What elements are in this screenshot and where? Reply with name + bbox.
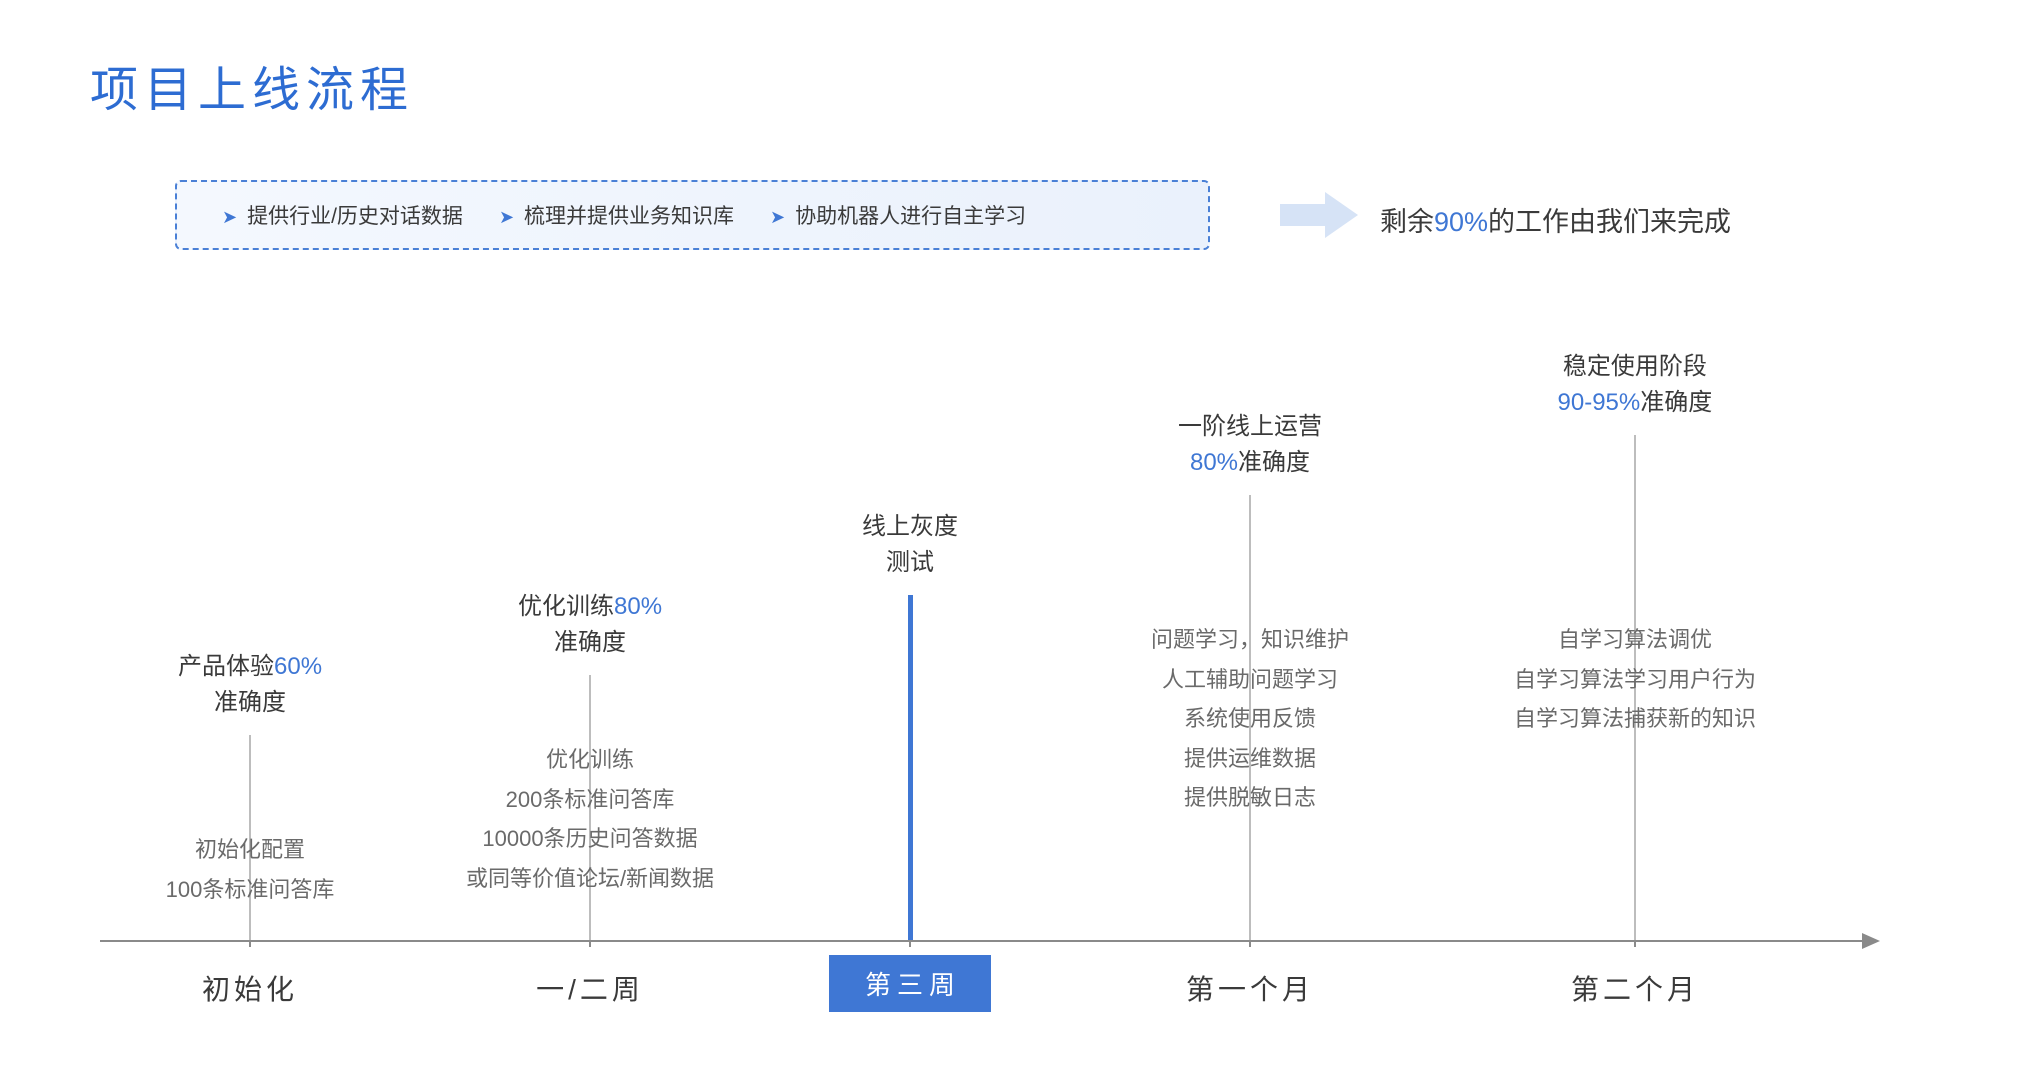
axis-label-active: 第三周 <box>829 955 991 1012</box>
phase-card: 优化训练80%准确度 <box>496 575 684 675</box>
input-banner: ➤提供行业/历史对话数据 ➤梳理并提供业务知识库 ➤协助机器人进行自主学习 <box>175 180 1210 250</box>
axis-arrow-icon <box>1862 933 1880 949</box>
connector-line <box>908 595 913 940</box>
phase-description: 初始化配置100条标准问答库 <box>166 830 335 909</box>
phase-card: 线上灰度测试 <box>840 495 980 595</box>
bullet-icon: ➤ <box>770 207 785 227</box>
axis-label: 初始化 <box>202 968 298 1008</box>
phase-description: 问题学习，知识维护人工辅助问题学习系统使用反馈提供运维数据提供脱敏日志 <box>1151 620 1349 818</box>
phase-description: 优化训练200条标准问答库10000条历史问答数据或同等价值论坛/新闻数据 <box>466 740 714 898</box>
phase-card: 一阶线上运营80%准确度 <box>1156 395 1344 495</box>
banner-item: ➤协助机器人进行自主学习 <box>770 200 1026 230</box>
bullet-icon: ➤ <box>222 207 237 227</box>
axis-label: 一/二周 <box>536 968 644 1008</box>
page-title: 项目上线流程 <box>90 50 414 120</box>
axis-label: 第一个月 <box>1186 968 1314 1008</box>
banner-item: ➤提供行业/历史对话数据 <box>222 200 463 230</box>
callout-text: 剩余90%的工作由我们来完成 <box>1380 200 1731 239</box>
axis-label: 第二个月 <box>1571 968 1699 1008</box>
arrow-right-icon <box>1280 190 1360 240</box>
banner-item: ➤梳理并提供业务知识库 <box>499 200 734 230</box>
phase-description: 自学习算法调优自学习算法学习用户行为自学习算法捕获新的知识 <box>1514 620 1756 739</box>
bullet-icon: ➤ <box>499 207 514 227</box>
timeline-axis <box>100 940 1870 942</box>
phase-card: 产品体验60%准确度 <box>156 635 344 735</box>
phase-card: 稳定使用阶段90-95%准确度 <box>1536 335 1735 435</box>
